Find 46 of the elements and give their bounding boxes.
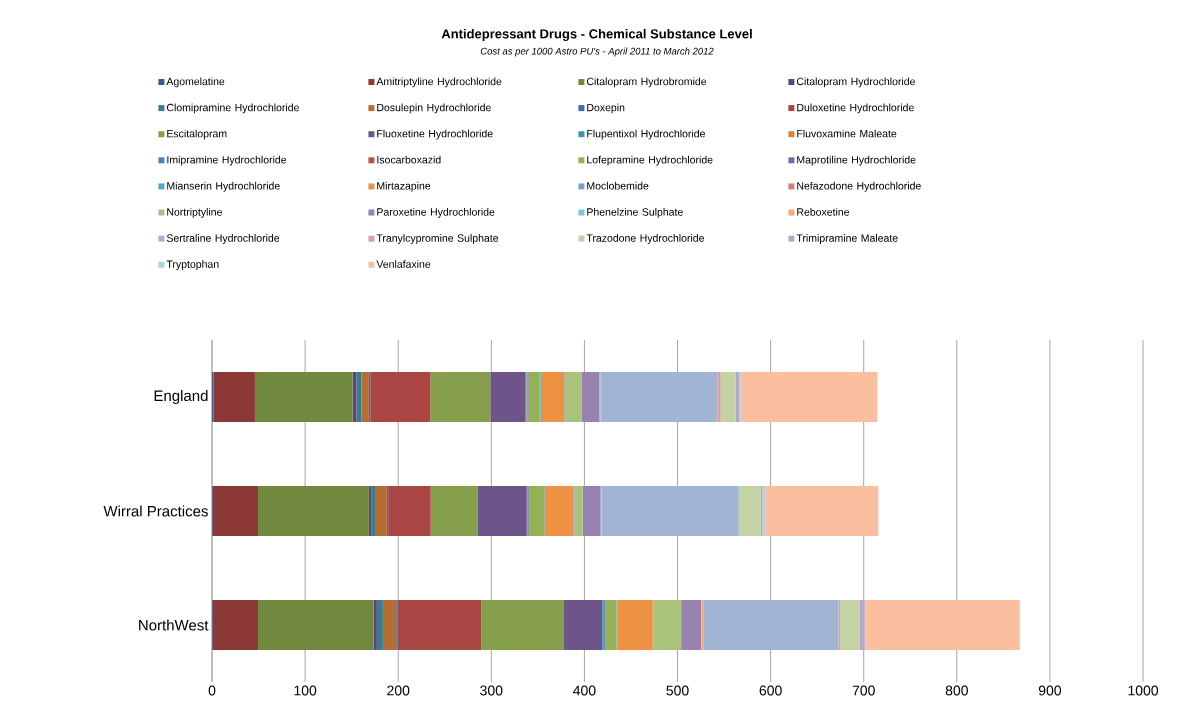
legend-label: Fluoxetine Hydrochloride bbox=[377, 129, 493, 140]
legend-label: Nortriptyline bbox=[167, 207, 222, 218]
legend-label: Tryptophan bbox=[166, 260, 219, 270]
x-tick-label: 100 bbox=[294, 685, 317, 696]
legend-label: Trimipramine Maleate bbox=[796, 234, 898, 244]
legend-label: Isocarboxazid bbox=[377, 155, 441, 164]
legend-label: Sertraline Hydrochloride bbox=[166, 234, 280, 244]
legend-label: Dosulepin Hydrochloride bbox=[377, 103, 491, 114]
chart-title: Antidepressant Drugs - Chemical Substance Level bbox=[441, 28, 752, 42]
legend-label: Clomipramine Hydrochloride bbox=[166, 103, 299, 114]
legend-label: Flupentixol Hydrochloride bbox=[587, 129, 705, 140]
x-tick-label: 400 bbox=[573, 685, 596, 696]
y-tick-label: Wirral Practices bbox=[103, 505, 208, 517]
chart-subtitle: Cost as per 1000 Astro PU's - April 2011 to March 2012 bbox=[480, 47, 714, 57]
x-tick-label: 900 bbox=[1038, 685, 1062, 696]
legend-label: Amitriptyline Hydrochloride bbox=[376, 77, 502, 88]
x-tick-label: 700 bbox=[852, 685, 875, 696]
x-tick-label: 300 bbox=[480, 685, 503, 696]
legend-label: Fluvoxamine Maleate bbox=[797, 129, 897, 138]
legend-label: Paroxetine Hydrochloride bbox=[377, 207, 495, 218]
legend-label: Trazodone Hydrochloride bbox=[586, 234, 704, 244]
legend-label: Imipramine Hydrochloride bbox=[167, 155, 287, 166]
legend-label: Mirtazapine bbox=[377, 181, 431, 192]
x-tick-label: 800 bbox=[945, 685, 968, 696]
legend-label: Lofepramine Hydrochloride bbox=[587, 155, 713, 166]
legend-label: Escitalopram bbox=[167, 129, 227, 140]
x-tick-label: 600 bbox=[759, 685, 782, 696]
y-tick-label: England bbox=[154, 390, 208, 404]
legend-label: Mianserin Hydrochloride bbox=[167, 181, 280, 192]
x-tick-label: 200 bbox=[387, 685, 410, 696]
legend-label: Citalopram Hydrobromide bbox=[586, 77, 707, 88]
legend-label: Agomelatine bbox=[166, 77, 225, 88]
legend-label: Maprotiline Hydrochloride bbox=[797, 155, 916, 166]
legend-label: Tranylcypromine Sulphate bbox=[376, 234, 499, 244]
legend-label: Phenelzine Sulphate bbox=[587, 207, 683, 218]
legend-label: Nefazodone Hydrochloride bbox=[797, 181, 921, 192]
legend-label: Citalopram Hydrochloride bbox=[796, 77, 915, 88]
x-tick-label: 1000 bbox=[1128, 685, 1159, 696]
x-tick-label: 500 bbox=[666, 685, 689, 696]
legend-label: Reboxetine bbox=[797, 207, 850, 216]
x-tick-label: 0 bbox=[208, 685, 216, 696]
legend-label: Doxepin bbox=[587, 103, 625, 114]
y-tick-label: NorthWest bbox=[139, 619, 209, 631]
legend-label: Venlafaxine bbox=[376, 260, 431, 268]
legend-label: Duloxetine Hydrochloride bbox=[797, 103, 914, 114]
legend-label: Moclobemide bbox=[587, 181, 649, 190]
